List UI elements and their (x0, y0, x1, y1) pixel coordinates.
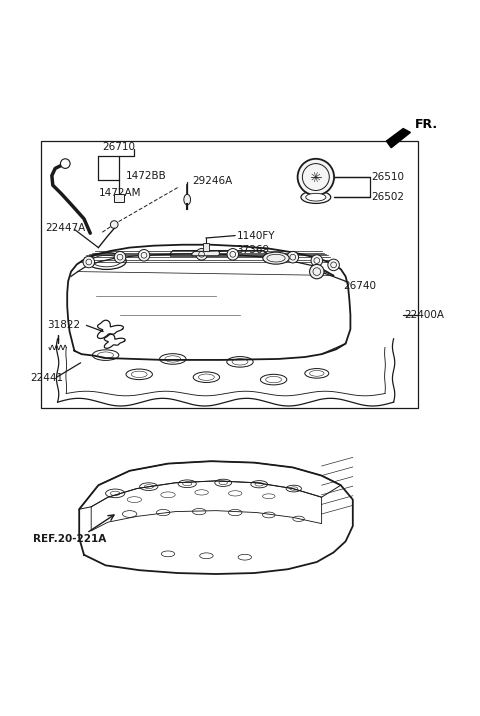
Text: REF.20-221A: REF.20-221A (33, 534, 106, 544)
Circle shape (287, 251, 299, 263)
Circle shape (83, 256, 95, 268)
Circle shape (310, 264, 324, 279)
Text: 26510: 26510 (371, 172, 404, 182)
Text: 1472AM: 1472AM (98, 188, 141, 198)
Bar (114, 194, 124, 202)
Text: 26710: 26710 (103, 142, 135, 152)
Text: 29246A: 29246A (192, 176, 232, 186)
Circle shape (298, 159, 334, 195)
Text: 31822: 31822 (47, 320, 80, 330)
Text: 37369: 37369 (237, 245, 270, 255)
Polygon shape (192, 251, 220, 256)
Ellipse shape (301, 191, 331, 203)
Bar (203, 243, 209, 251)
Text: 22447A: 22447A (46, 223, 86, 233)
Text: 22441: 22441 (30, 373, 63, 383)
Circle shape (114, 251, 126, 263)
Ellipse shape (306, 193, 326, 201)
Ellipse shape (184, 194, 191, 205)
Circle shape (328, 259, 339, 271)
Circle shape (60, 159, 70, 168)
Circle shape (138, 249, 150, 261)
Bar (41, 141, 418, 408)
Text: 1140FY: 1140FY (237, 231, 275, 241)
Circle shape (110, 221, 118, 228)
Circle shape (196, 248, 207, 260)
Circle shape (311, 255, 323, 266)
Polygon shape (386, 129, 410, 147)
Text: FR.: FR. (415, 118, 438, 132)
Text: 26740: 26740 (343, 281, 376, 291)
Circle shape (227, 248, 239, 260)
Text: 26502: 26502 (371, 192, 404, 202)
Text: 22400A: 22400A (405, 310, 444, 320)
Text: 1472BB: 1472BB (126, 170, 167, 180)
Ellipse shape (263, 252, 289, 264)
